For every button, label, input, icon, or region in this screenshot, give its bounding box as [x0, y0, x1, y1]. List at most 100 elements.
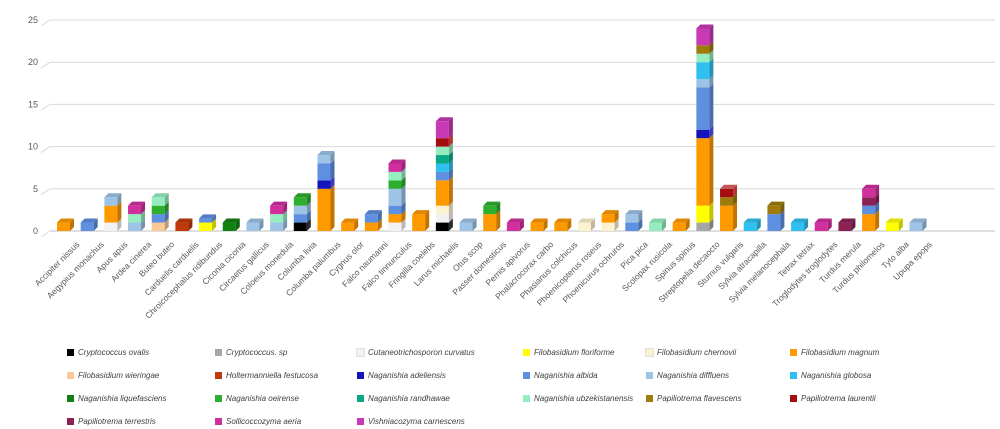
bar-segment: [364, 214, 378, 223]
legend-swatch-icon: [523, 372, 530, 379]
bar-top-face: [412, 210, 430, 215]
bar-segment: [625, 222, 639, 231]
legend-label: Cryptococcus ovalis: [78, 348, 150, 357]
bar-segment-side-face: [733, 184, 738, 198]
legend-label: Naganishia globosa: [801, 371, 872, 380]
bar-segment-side-face: [164, 210, 169, 223]
bar-segment: [435, 163, 449, 172]
legend-label: Naganishia randhawae: [368, 394, 450, 403]
bar-segment-side-face: [448, 134, 453, 147]
bar-top-face: [862, 184, 880, 189]
legend-label: Naganishia albida: [534, 371, 598, 380]
legend-swatch-icon: [645, 348, 654, 357]
bar-segment: [293, 222, 307, 231]
legend-swatch-icon: [215, 372, 222, 379]
bar-segment-side-face: [306, 218, 311, 231]
bar-segment: [388, 171, 402, 181]
bar-top-face: [601, 210, 619, 215]
bar-segment: [104, 197, 118, 206]
bar-segment-side-face: [662, 218, 666, 231]
bar-segment: [317, 163, 331, 181]
bar-segment-side-face: [780, 201, 785, 215]
bar-segment: [601, 222, 615, 231]
bar: [341, 218, 359, 231]
legend-swatch-icon: [215, 418, 222, 425]
bar-top-face: [104, 193, 122, 198]
legend-label: Filobasidium wieringae: [78, 371, 160, 380]
bar-segment: [696, 129, 710, 139]
bar-segment: [767, 205, 781, 215]
bar-segment: [151, 214, 165, 223]
bar: [80, 218, 98, 231]
legend-label: Cryptococcus. sp: [226, 348, 288, 357]
bar-segment-side-face: [448, 218, 453, 231]
bar: [767, 201, 785, 231]
bar-segment: [270, 222, 284, 231]
bar-segment: [720, 205, 734, 231]
bar-segment: [696, 62, 710, 80]
bar-segment-side-face: [401, 210, 406, 223]
bar-segment-side-face: [448, 167, 453, 181]
y-axis-tick-label: 20: [28, 57, 38, 67]
legend-item: Naganishia albida: [523, 371, 598, 380]
legend-label: Filobasidium magnum: [801, 348, 880, 357]
bar-segment: [483, 214, 497, 231]
bar-top-face: [57, 218, 74, 223]
bar-segment-side-face: [614, 210, 619, 223]
bar-segment-side-face: [448, 201, 453, 215]
bar-segment-side-face: [377, 210, 382, 223]
bar-top-face: [791, 218, 809, 223]
bar-segment-side-face: [851, 218, 856, 231]
legend-item: Naganishia oeirense: [215, 394, 299, 403]
legend-swatch-icon: [646, 372, 653, 379]
bar-top-face: [530, 218, 548, 223]
bar: [199, 214, 217, 231]
bar: [814, 218, 832, 231]
bar-segment-side-face: [212, 218, 217, 231]
bar-segment-side-face: [567, 218, 572, 231]
bar-segment: [814, 222, 828, 231]
bar: [909, 218, 927, 231]
bar-segment-side-face: [70, 218, 74, 231]
bar-segment-side-face: [733, 193, 738, 206]
bar-segment-side-face: [306, 193, 311, 206]
legend-swatch-icon: [215, 349, 222, 356]
bar-segment-side-face: [377, 218, 382, 231]
bar-top-face: [649, 218, 666, 223]
bar-segment-side-face: [401, 159, 406, 172]
bar-segment-side-face: [875, 201, 880, 215]
y-axis-tick-label: 15: [28, 99, 38, 109]
bar-segment-side-face: [496, 210, 501, 231]
legend-item: Naganishia randhawae: [357, 394, 450, 403]
legend-item: Cryptococcus. sp: [215, 348, 287, 357]
legend-label: Filobasidium chernovii: [657, 348, 737, 357]
legend-item: Papiliotrema laurentii: [790, 394, 876, 403]
gridlines: 0 5 10 15 20 25: [28, 15, 995, 238]
bar-top-face: [151, 193, 169, 198]
bar: [246, 218, 264, 231]
bar-segment: [388, 214, 402, 223]
bar-segment: [341, 222, 355, 231]
bar-segment: [838, 222, 852, 231]
legend-item: Vishniacozyma carnescens: [357, 417, 465, 426]
bar-top-face: [483, 201, 501, 206]
bar: [412, 210, 430, 231]
bar: [649, 218, 666, 231]
bar-segment-side-face: [709, 75, 714, 88]
bar-segment-side-face: [804, 218, 809, 231]
legend-label: Papiliotrema flavescens: [657, 394, 742, 403]
bar: [862, 184, 880, 231]
bar-segment-side-face: [875, 184, 880, 198]
bar-segment-side-face: [709, 58, 714, 80]
bar-segment: [388, 205, 402, 215]
bar: [104, 193, 122, 231]
bar-segment-side-face: [117, 218, 122, 231]
bar: [364, 210, 382, 231]
bar-segment: [696, 222, 710, 231]
legend-item: Filobasidium wieringae: [67, 371, 159, 380]
y-axis-tick-label: 25: [28, 15, 38, 25]
bar: [459, 218, 477, 231]
bar-segment: [530, 222, 544, 231]
bar-segment-side-face: [117, 193, 122, 206]
bar-segment-side-face: [401, 176, 406, 189]
